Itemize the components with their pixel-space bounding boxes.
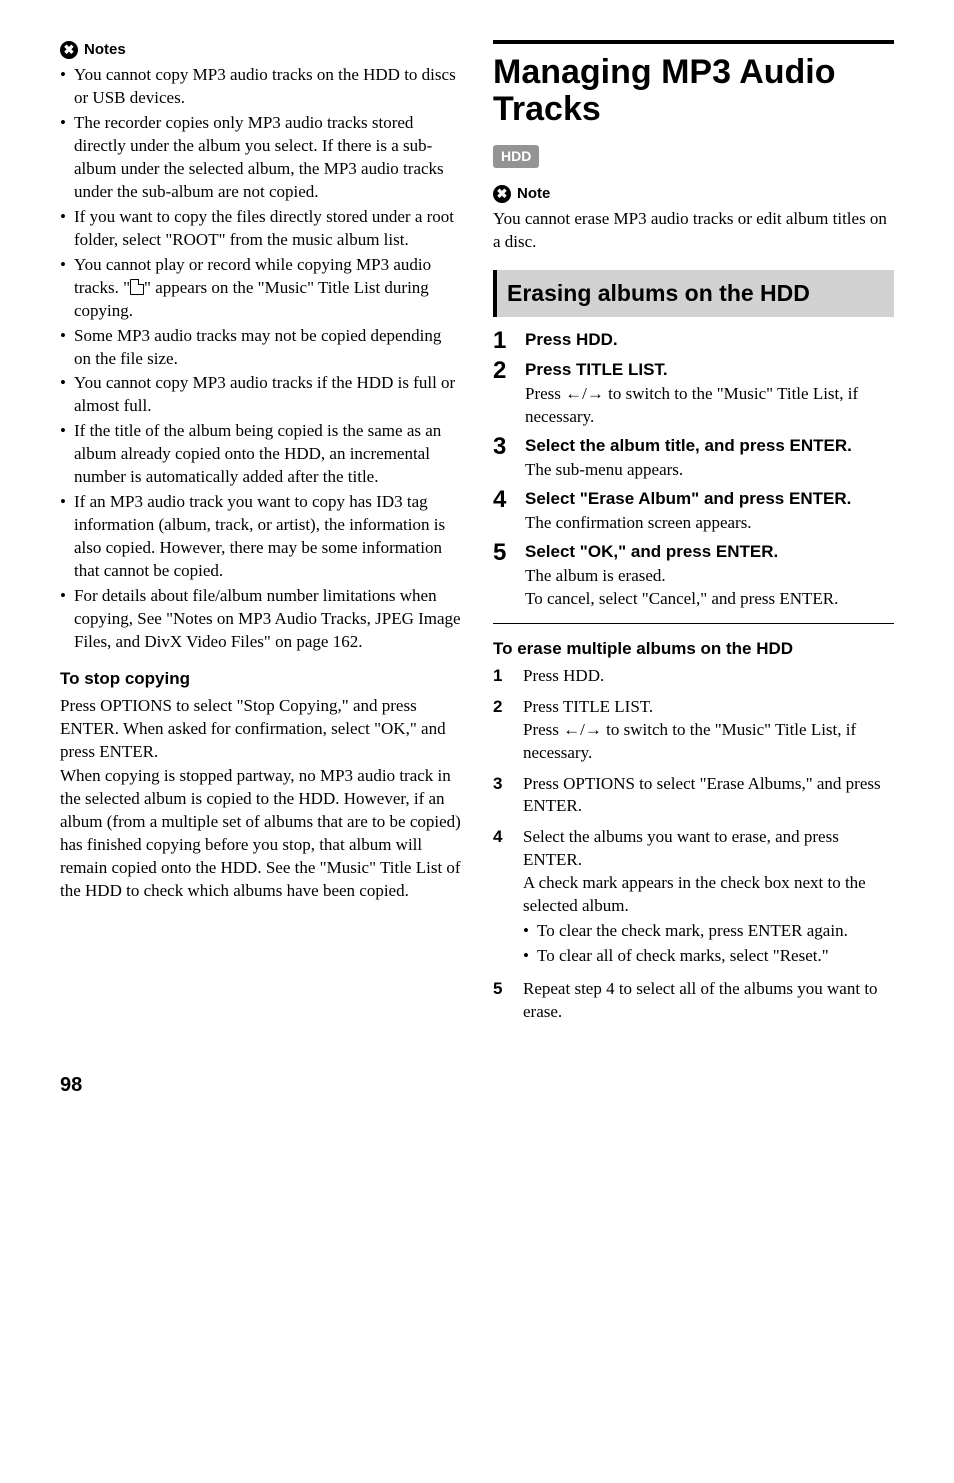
- erase-multiple-heading: To erase multiple albums on the HDD: [493, 638, 894, 661]
- step-number: 5: [493, 541, 515, 611]
- note-item: You cannot copy MP3 audio tracks on the …: [60, 64, 461, 110]
- note-item: Some MP3 audio tracks may not be copied …: [60, 325, 461, 371]
- note-item: You cannot copy MP3 audio tracks if the …: [60, 372, 461, 418]
- steps-list: 1 Press HDD. 2 Press TITLE LIST. Press ←…: [493, 329, 894, 611]
- notes-label-row: ✖ Notes: [60, 40, 461, 60]
- inner-bullet: To clear the check mark, press ENTER aga…: [523, 920, 894, 943]
- step-number: 1: [493, 329, 515, 353]
- notes-list: You cannot copy MP3 audio tracks on the …: [60, 64, 461, 653]
- sub-step-item: 5 Repeat step 4 to select all of the alb…: [493, 978, 894, 1024]
- sub-step-text: Press OPTIONS to select "Erase Albums," …: [523, 773, 894, 819]
- note-item: If the title of the album being copied i…: [60, 420, 461, 489]
- step-item: 2 Press TITLE LIST. Press ←/→ to switch …: [493, 359, 894, 429]
- sub-step-text: Repeat step 4 to select all of the album…: [523, 978, 894, 1024]
- sub-step-item: 1 Press HDD.: [493, 665, 894, 688]
- left-column: ✖ Notes You cannot copy MP3 audio tracks…: [60, 40, 461, 1032]
- step-item: 3 Select the album title, and press ENTE…: [493, 435, 894, 482]
- sub-step-number: 2: [493, 696, 513, 765]
- file-icon: [130, 279, 144, 295]
- step-desc: The confirmation screen appears.: [525, 512, 894, 535]
- note-item: If an MP3 audio track you want to copy h…: [60, 491, 461, 583]
- inner-bullet: To clear all of check marks, select "Res…: [523, 945, 894, 968]
- sub-step-text: Press HDD.: [523, 665, 894, 688]
- step-item: 4 Select "Erase Album" and press ENTER. …: [493, 488, 894, 535]
- sub-step-item: 3 Press OPTIONS to select "Erase Albums,…: [493, 773, 894, 819]
- sub-step-item: 4 Select the albums you want to erase, a…: [493, 826, 894, 970]
- left-arrow-icon: ←: [563, 720, 580, 739]
- sub-steps-list: 1 Press HDD. 2 Press TITLE LIST. Press ←…: [493, 665, 894, 1024]
- step-title: Select "Erase Album" and press ENTER.: [525, 488, 894, 510]
- sub-step-item: 2 Press TITLE LIST. Press ←/→ to switch …: [493, 696, 894, 765]
- section-bar: Erasing albums on the HDD: [493, 270, 894, 317]
- step-item: 1 Press HDD.: [493, 329, 894, 353]
- hdd-badge: HDD: [493, 145, 539, 168]
- right-arrow-icon: →: [587, 384, 604, 403]
- step-number: 4: [493, 488, 515, 535]
- sub-step-text: Select the albums you want to erase, and…: [523, 826, 894, 970]
- sub-step-number: 3: [493, 773, 513, 819]
- step-number: 3: [493, 435, 515, 482]
- stop-copying-heading: To stop copying: [60, 668, 461, 691]
- step-desc: The album is erased. To cancel, select "…: [525, 565, 894, 611]
- note-item: The recorder copies only MP3 audio track…: [60, 112, 461, 204]
- step-item: 5 Select "OK," and press ENTER. The albu…: [493, 541, 894, 611]
- sub-step-text: Press TITLE LIST. Press ←/→ to switch to…: [523, 696, 894, 765]
- step-desc: Press ←/→ to switch to the "Music" Title…: [525, 383, 894, 429]
- note-icon: ✖: [493, 185, 511, 203]
- step-title: Select "OK," and press ENTER.: [525, 541, 894, 563]
- sub-step-number: 5: [493, 978, 513, 1024]
- step-title: Press HDD.: [525, 329, 894, 351]
- stop-copying-para1: Press OPTIONS to select "Stop Copying," …: [60, 695, 461, 764]
- note-icon: ✖: [60, 41, 78, 59]
- note-item: If you want to copy the files directly s…: [60, 206, 461, 252]
- note-label-row: ✖ Note: [493, 184, 894, 204]
- note-item: For details about file/album number limi…: [60, 585, 461, 654]
- right-column: Managing MP3 Audio Tracks HDD ✖ Note You…: [493, 40, 894, 1032]
- sub-step-number: 1: [493, 665, 513, 688]
- step-title: Press TITLE LIST.: [525, 359, 894, 381]
- divider: [493, 623, 894, 624]
- notes-label: Notes: [84, 40, 126, 60]
- sub-step-number: 4: [493, 826, 513, 970]
- step-number: 2: [493, 359, 515, 429]
- page-number: 98: [60, 1072, 894, 1099]
- main-title: Managing MP3 Audio Tracks: [493, 40, 894, 129]
- substep4-text: Select the albums you want to erase, and…: [523, 827, 866, 915]
- step-desc: The sub-menu appears.: [525, 459, 894, 482]
- left-arrow-icon: ←: [565, 384, 582, 403]
- substep4-bullets: To clear the check mark, press ENTER aga…: [523, 920, 894, 968]
- note-text: You cannot erase MP3 audio tracks or edi…: [493, 208, 894, 254]
- note-label: Note: [517, 184, 550, 204]
- arrows2-pre: Press: [523, 720, 563, 739]
- note-item: You cannot play or record while copying …: [60, 254, 461, 323]
- substep2-line1: Press TITLE LIST.: [523, 697, 653, 716]
- step-title: Select the album title, and press ENTER.: [525, 435, 894, 457]
- arrows-pre: Press: [525, 384, 565, 403]
- stop-copying-para2: When copying is stopped partway, no MP3 …: [60, 765, 461, 903]
- right-arrow-icon: →: [585, 720, 602, 739]
